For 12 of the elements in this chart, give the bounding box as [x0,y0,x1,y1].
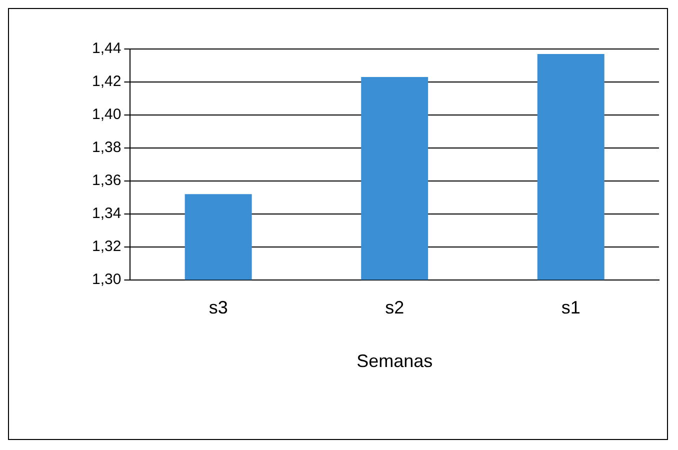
y-tick-label: 1,38 [92,139,122,156]
y-tick-label: 1,40 [92,106,122,124]
y-tick-label: 1,32 [92,238,122,255]
y-tick-label: 1,44 [92,40,122,58]
y-tick-label: 1,30 [92,270,122,288]
y-tick-label: 1,36 [92,172,122,190]
x-tick-label: s1 [561,298,580,318]
y-tick-label: 1,34 [92,205,122,222]
x-tick-label: s2 [385,298,404,318]
x-axis-title: Semanas [356,351,433,372]
y-tick-label: 1,42 [92,73,122,90]
x-tick-label: s3 [208,298,228,318]
